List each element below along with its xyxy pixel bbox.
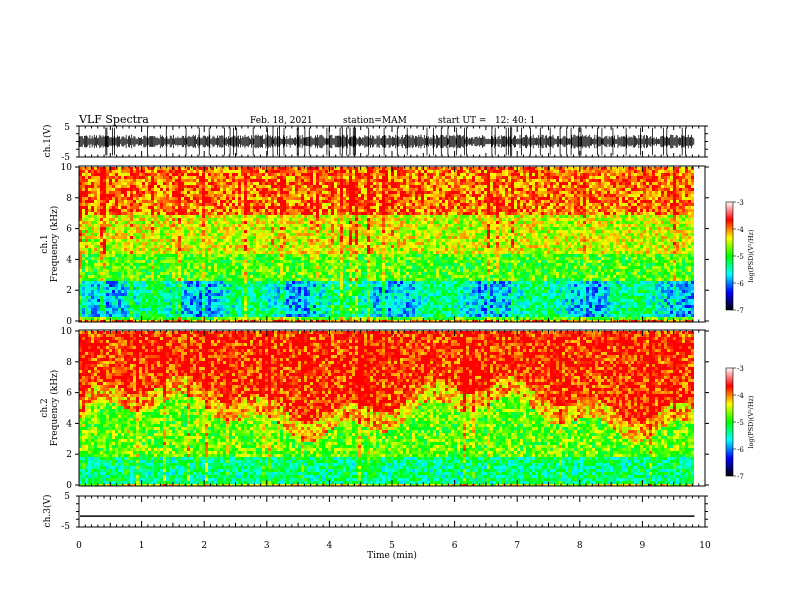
ch1-spec-ytick-2: 2 — [66, 286, 72, 296]
x-tick-label-1: 1 — [139, 541, 145, 551]
cb2-tick--6: -6 — [737, 446, 744, 454]
ch1-spec-ytick-4: 4 — [66, 255, 72, 265]
cb1-tick--4: -4 — [737, 226, 744, 234]
ch2-spec-ytick-8: 8 — [66, 358, 72, 368]
cb1-tick--3: -3 — [737, 199, 744, 207]
x-axis-label: Time (min) — [367, 550, 417, 561]
ch2-spectrogram-panel: 0 2 4 6 8 10 ch.2 Frequency (kHz) — [40, 327, 709, 491]
ch2-spec-ylabel-channel: ch.2 — [40, 398, 50, 417]
ch3-ytick-top: 5 — [64, 492, 70, 502]
cb1-tick--6: -6 — [737, 280, 744, 288]
ch1-spec-ylabel-channel: ch.1 — [40, 234, 50, 253]
x-tick-label-10: 10 — [699, 541, 711, 551]
station-label: station=MAM — [343, 116, 407, 126]
ch2-spectrogram-cells — [79, 331, 694, 487]
x-tick-label-3: 3 — [264, 541, 270, 551]
ch2-spec-ytick-4: 4 — [66, 419, 72, 429]
ch1-spec-ytick-6: 6 — [66, 225, 72, 235]
ch2-spec-ytick-0: 0 — [66, 481, 72, 491]
x-tick-label-0: 0 — [76, 541, 82, 551]
ch2-spec-ytick-2: 2 — [66, 450, 72, 460]
cb1-tick--7: -7 — [737, 307, 744, 315]
date-label: Feb. 18, 2021 — [250, 116, 313, 126]
x-tick-label-7: 7 — [514, 541, 520, 551]
ch2-spec-ylabel: Frequency (kHz) — [49, 370, 60, 447]
cb1-tick--5: -5 — [737, 253, 744, 261]
figure-title: VLF Spectra — [78, 113, 149, 126]
ch2-spec-ytick-6: 6 — [66, 389, 72, 399]
ch1-spec-ytick-10: 10 — [61, 163, 73, 173]
ch1-spec-ytick-8: 8 — [66, 194, 72, 204]
ch1-colorbar: -3 -4 -5 -6 -7 log(PSD)(V²/Hz) — [726, 199, 755, 315]
start-time-label: start UT = 12: 40: 1 — [438, 116, 535, 126]
ch1-spec-ytick-0: 0 — [66, 317, 72, 327]
cb1-label: log(PSD)(V²/Hz) — [747, 229, 755, 282]
cb1-gradient — [726, 202, 733, 310]
ch2-spec-ytick-10: 10 — [61, 327, 73, 337]
ch1-ytick-top: 5 — [64, 123, 70, 133]
ch1-spec-ylabel: Frequency (kHz) — [49, 206, 60, 283]
ch1-ytick-bottom: -5 — [61, 153, 70, 163]
x-tick-label-2: 2 — [201, 541, 207, 551]
x-tick-label-6: 6 — [452, 541, 458, 551]
cb2-gradient — [726, 368, 733, 476]
cb2-tick--3: -3 — [737, 365, 744, 373]
x-tick-label-9: 9 — [640, 541, 646, 551]
ch1-ylabel: ch.1(V) — [42, 125, 53, 158]
ch1-spectrogram-cells — [79, 167, 694, 323]
cb2-tick--7: -7 — [737, 473, 744, 481]
x-tick-label-5: 5 — [389, 541, 395, 551]
x-tick-label-4: 4 — [327, 541, 333, 551]
cb2-tick--4: -4 — [737, 392, 744, 400]
cb2-label: log(PSD)(V²/Hz) — [747, 395, 755, 448]
ch3-ylabel: ch.3(V) — [42, 495, 53, 528]
ch1-spectrogram-panel: 0 2 4 6 8 10 ch.1 Frequency (kHz) — [40, 163, 709, 327]
x-axis-tick-labels: 0 1 2 3 4 5 6 7 8 9 10 — [76, 541, 711, 551]
x-tick-label-8: 8 — [577, 541, 583, 551]
cb2-tick--5: -5 — [737, 419, 744, 427]
ch2-colorbar: -3 -4 -5 -6 -7 log(PSD)(V²/Hz) — [726, 365, 755, 481]
ch3-ytick-bottom: -5 — [61, 522, 70, 532]
